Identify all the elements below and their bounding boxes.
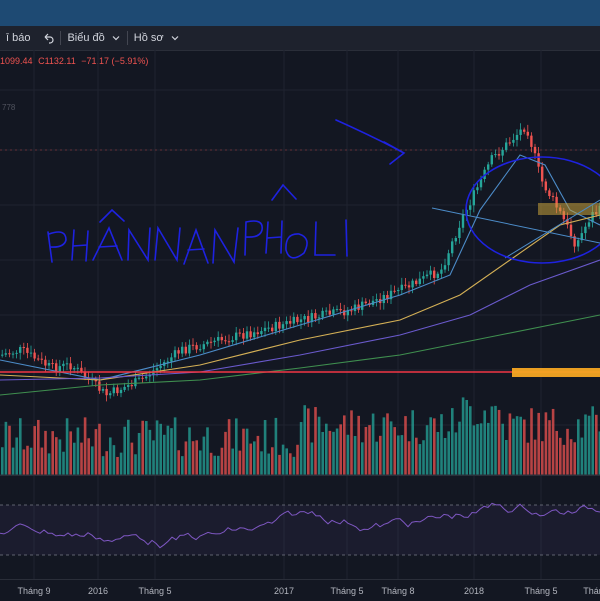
toolbar-divider [60,31,62,45]
chart-toolbar: ī báo Biểu đồ Hồ sơ [0,26,600,51]
change-value: −71.17 (−5.91%) [81,56,149,66]
trend-line [431,207,600,244]
x-tick-label: 2017 [273,586,295,596]
alert-button[interactable]: ī báo [0,26,36,50]
candlestick-series [1,123,600,402]
chevron-down-icon [171,36,179,41]
close-value: 1132.11 [44,56,76,66]
support-zone-highlight [512,368,600,377]
x-tick-label: 2016 [87,586,109,596]
alert-label: ī báo [6,32,31,44]
undo-button[interactable] [36,26,60,50]
handwritten-annotation [47,119,600,265]
x-tick-label: Tháng [583,586,600,596]
price-chart[interactable] [0,50,600,579]
chart-type-dropdown[interactable]: Biểu đồ [61,26,126,50]
trend-line [504,199,600,259]
x-tick-label: 2018 [463,586,485,596]
x-tick-label: Tháng 9 [17,586,51,596]
profile-label: Hồ sơ [133,32,164,44]
window-title-bar [0,0,600,26]
undo-arrow-icon [45,33,54,44]
chart-type-label: Biểu đồ [67,32,105,44]
resistance-zone-highlight [538,203,600,215]
time-axis[interactable]: Tháng 9 2016 Tháng 5 2017 Tháng 5 Tháng … [0,579,600,601]
x-tick-label: Tháng 5 [330,586,364,596]
volume-bars [1,397,600,475]
chart-grid [0,50,600,579]
rsi-panel-background [0,505,600,555]
x-tick-label: Tháng 5 [138,586,172,596]
x-tick-label: Tháng 5 [524,586,558,596]
low-value: 1099.44 [0,56,33,66]
close-label: C [38,56,45,66]
moving-averages [0,154,600,396]
chevron-down-icon [112,36,120,41]
ohlc-legend: 1099.44 C1132.11 −71.17 (−5.91%) [0,56,148,66]
toolbar-divider [126,31,128,45]
profile-dropdown[interactable]: Hồ sơ [128,26,186,50]
price-scale-fragment: 778 [2,103,16,112]
rsi-line [0,502,600,549]
x-tick-label: Tháng 8 [381,586,415,596]
